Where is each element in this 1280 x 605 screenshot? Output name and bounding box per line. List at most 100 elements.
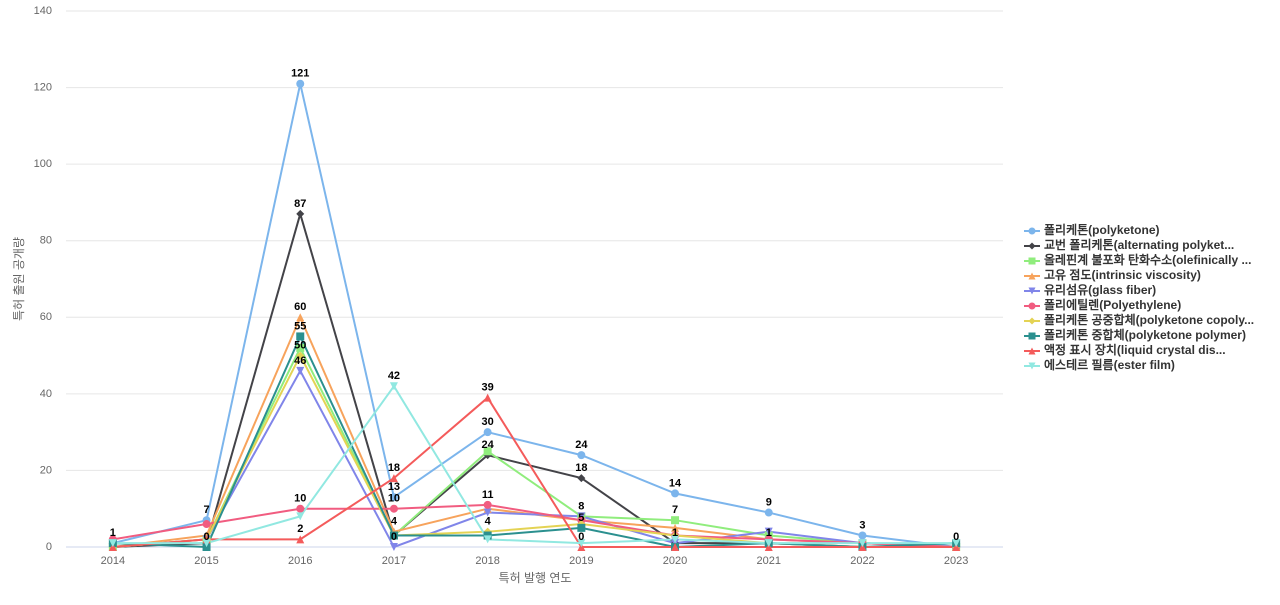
data-point bbox=[296, 535, 305, 544]
data-point bbox=[764, 539, 773, 548]
legend-item[interactable]: 폴리케톤 중합체(polyketone polymer) bbox=[1044, 327, 1246, 342]
y-tick-label: 140 bbox=[34, 5, 52, 17]
series-line bbox=[112, 83, 957, 548]
data-point bbox=[671, 516, 680, 525]
data-point bbox=[483, 428, 492, 437]
x-tick-label: 2022 bbox=[850, 555, 874, 567]
data-point bbox=[483, 500, 492, 509]
series-line bbox=[112, 503, 957, 548]
y-axis-title: 특허 출원 공개량 bbox=[12, 237, 26, 321]
x-tick-label: 2018 bbox=[475, 555, 499, 567]
legend-item[interactable]: 폴리에틸렌(Polyethylene) bbox=[1044, 297, 1181, 312]
legend-symbol bbox=[1028, 227, 1036, 235]
legend-symbol bbox=[1028, 347, 1036, 355]
data-point bbox=[483, 535, 492, 544]
y-tick-label: 0 bbox=[46, 541, 52, 553]
data-point bbox=[296, 79, 305, 88]
data-point bbox=[858, 539, 867, 548]
series-line bbox=[112, 210, 957, 548]
data-label: 60 bbox=[294, 301, 306, 313]
legend-item[interactable]: 고유 점도(intrinsic viscosity) bbox=[1044, 267, 1201, 282]
data-point bbox=[389, 543, 398, 551]
legend-item[interactable]: 폴리케톤(polyketone) bbox=[1044, 222, 1160, 237]
data-label: 14 bbox=[669, 477, 682, 489]
data-point bbox=[577, 523, 586, 532]
y-tick-label: 60 bbox=[40, 311, 52, 323]
data-label: 1 bbox=[110, 527, 116, 539]
data-point bbox=[389, 493, 398, 502]
data-label: 46 bbox=[294, 355, 306, 367]
data-point bbox=[108, 539, 117, 548]
legend-item[interactable]: 에스테르 필름(ester film) bbox=[1044, 357, 1175, 372]
data-point bbox=[296, 366, 305, 375]
x-tick-label: 2019 bbox=[569, 555, 593, 567]
data-label: 3 bbox=[859, 519, 865, 531]
data-label: 1 bbox=[766, 527, 772, 539]
data-label: 7 bbox=[672, 504, 678, 516]
legend-item[interactable]: 유리섬유(glass fiber) bbox=[1044, 282, 1156, 297]
data-point bbox=[296, 332, 305, 341]
x-tick-label: 2020 bbox=[663, 555, 687, 567]
x-tick-label: 2017 bbox=[382, 555, 406, 567]
legend-symbol bbox=[1028, 317, 1036, 325]
y-tick-label: 40 bbox=[40, 388, 52, 400]
data-point bbox=[296, 209, 305, 218]
data-label: 10 bbox=[294, 493, 306, 505]
series-line bbox=[112, 334, 957, 549]
data-label: 0 bbox=[953, 531, 959, 543]
data-label: 30 bbox=[482, 416, 494, 428]
legend-symbol bbox=[1028, 287, 1036, 295]
data-point bbox=[296, 351, 305, 360]
data-label: 4 bbox=[391, 516, 398, 528]
legend-item[interactable]: 폴리케톤 공중합체(polyketone copoly... bbox=[1044, 312, 1254, 327]
data-point bbox=[671, 489, 680, 498]
data-point bbox=[577, 539, 586, 548]
data-label: 5 bbox=[578, 512, 584, 524]
x-tick-label: 2015 bbox=[194, 555, 218, 567]
legend-symbol bbox=[1028, 242, 1036, 250]
data-point bbox=[389, 504, 398, 513]
series-line bbox=[112, 345, 957, 548]
data-label: 7 bbox=[203, 504, 209, 516]
data-point bbox=[577, 451, 586, 460]
data-label: 87 bbox=[294, 198, 306, 210]
data-label: 18 bbox=[388, 462, 400, 474]
data-label: 9 bbox=[766, 496, 772, 508]
series-line bbox=[112, 396, 957, 548]
data-label: 1 bbox=[672, 527, 678, 539]
legend-symbol bbox=[1028, 332, 1036, 340]
data-label: 0 bbox=[391, 531, 397, 543]
data-label: 18 bbox=[575, 462, 587, 474]
x-tick-label: 2023 bbox=[944, 555, 968, 567]
series-line bbox=[112, 368, 957, 549]
x-tick-label: 2014 bbox=[101, 555, 125, 567]
data-label: 55 bbox=[294, 320, 306, 332]
data-label: 0 bbox=[578, 531, 584, 543]
data-label: 42 bbox=[388, 370, 400, 382]
data-label: 24 bbox=[482, 439, 495, 451]
series-line bbox=[112, 384, 957, 545]
x-axis-title: 특허 발행 연도 bbox=[499, 570, 572, 585]
legend-symbol bbox=[1028, 257, 1036, 265]
data-label: 8 bbox=[578, 500, 584, 512]
legend-symbol bbox=[1028, 272, 1036, 280]
y-tick-label: 120 bbox=[34, 81, 52, 93]
data-point bbox=[483, 393, 492, 402]
legend-symbol bbox=[1028, 362, 1036, 370]
data-label: 24 bbox=[575, 439, 588, 451]
data-label: 11 bbox=[482, 489, 494, 501]
data-point bbox=[389, 382, 398, 391]
legend-item[interactable]: 교번 폴리케톤(alternating polyket... bbox=[1044, 237, 1234, 252]
data-label: 4 bbox=[485, 516, 492, 528]
legend-item[interactable]: 올레핀계 불포화 탄화수소(olefinically ... bbox=[1044, 252, 1251, 267]
legend-item[interactable]: 액정 표시 장치(liquid crystal dis... bbox=[1044, 342, 1226, 357]
x-tick-label: 2016 bbox=[288, 555, 312, 567]
x-tick-label: 2021 bbox=[757, 555, 781, 567]
data-point bbox=[671, 543, 680, 551]
data-point bbox=[202, 539, 211, 548]
data-point bbox=[483, 508, 492, 517]
y-tick-label: 20 bbox=[40, 464, 52, 476]
data-point bbox=[483, 447, 492, 456]
data-label: 13 bbox=[388, 481, 400, 493]
data-point bbox=[296, 512, 305, 521]
